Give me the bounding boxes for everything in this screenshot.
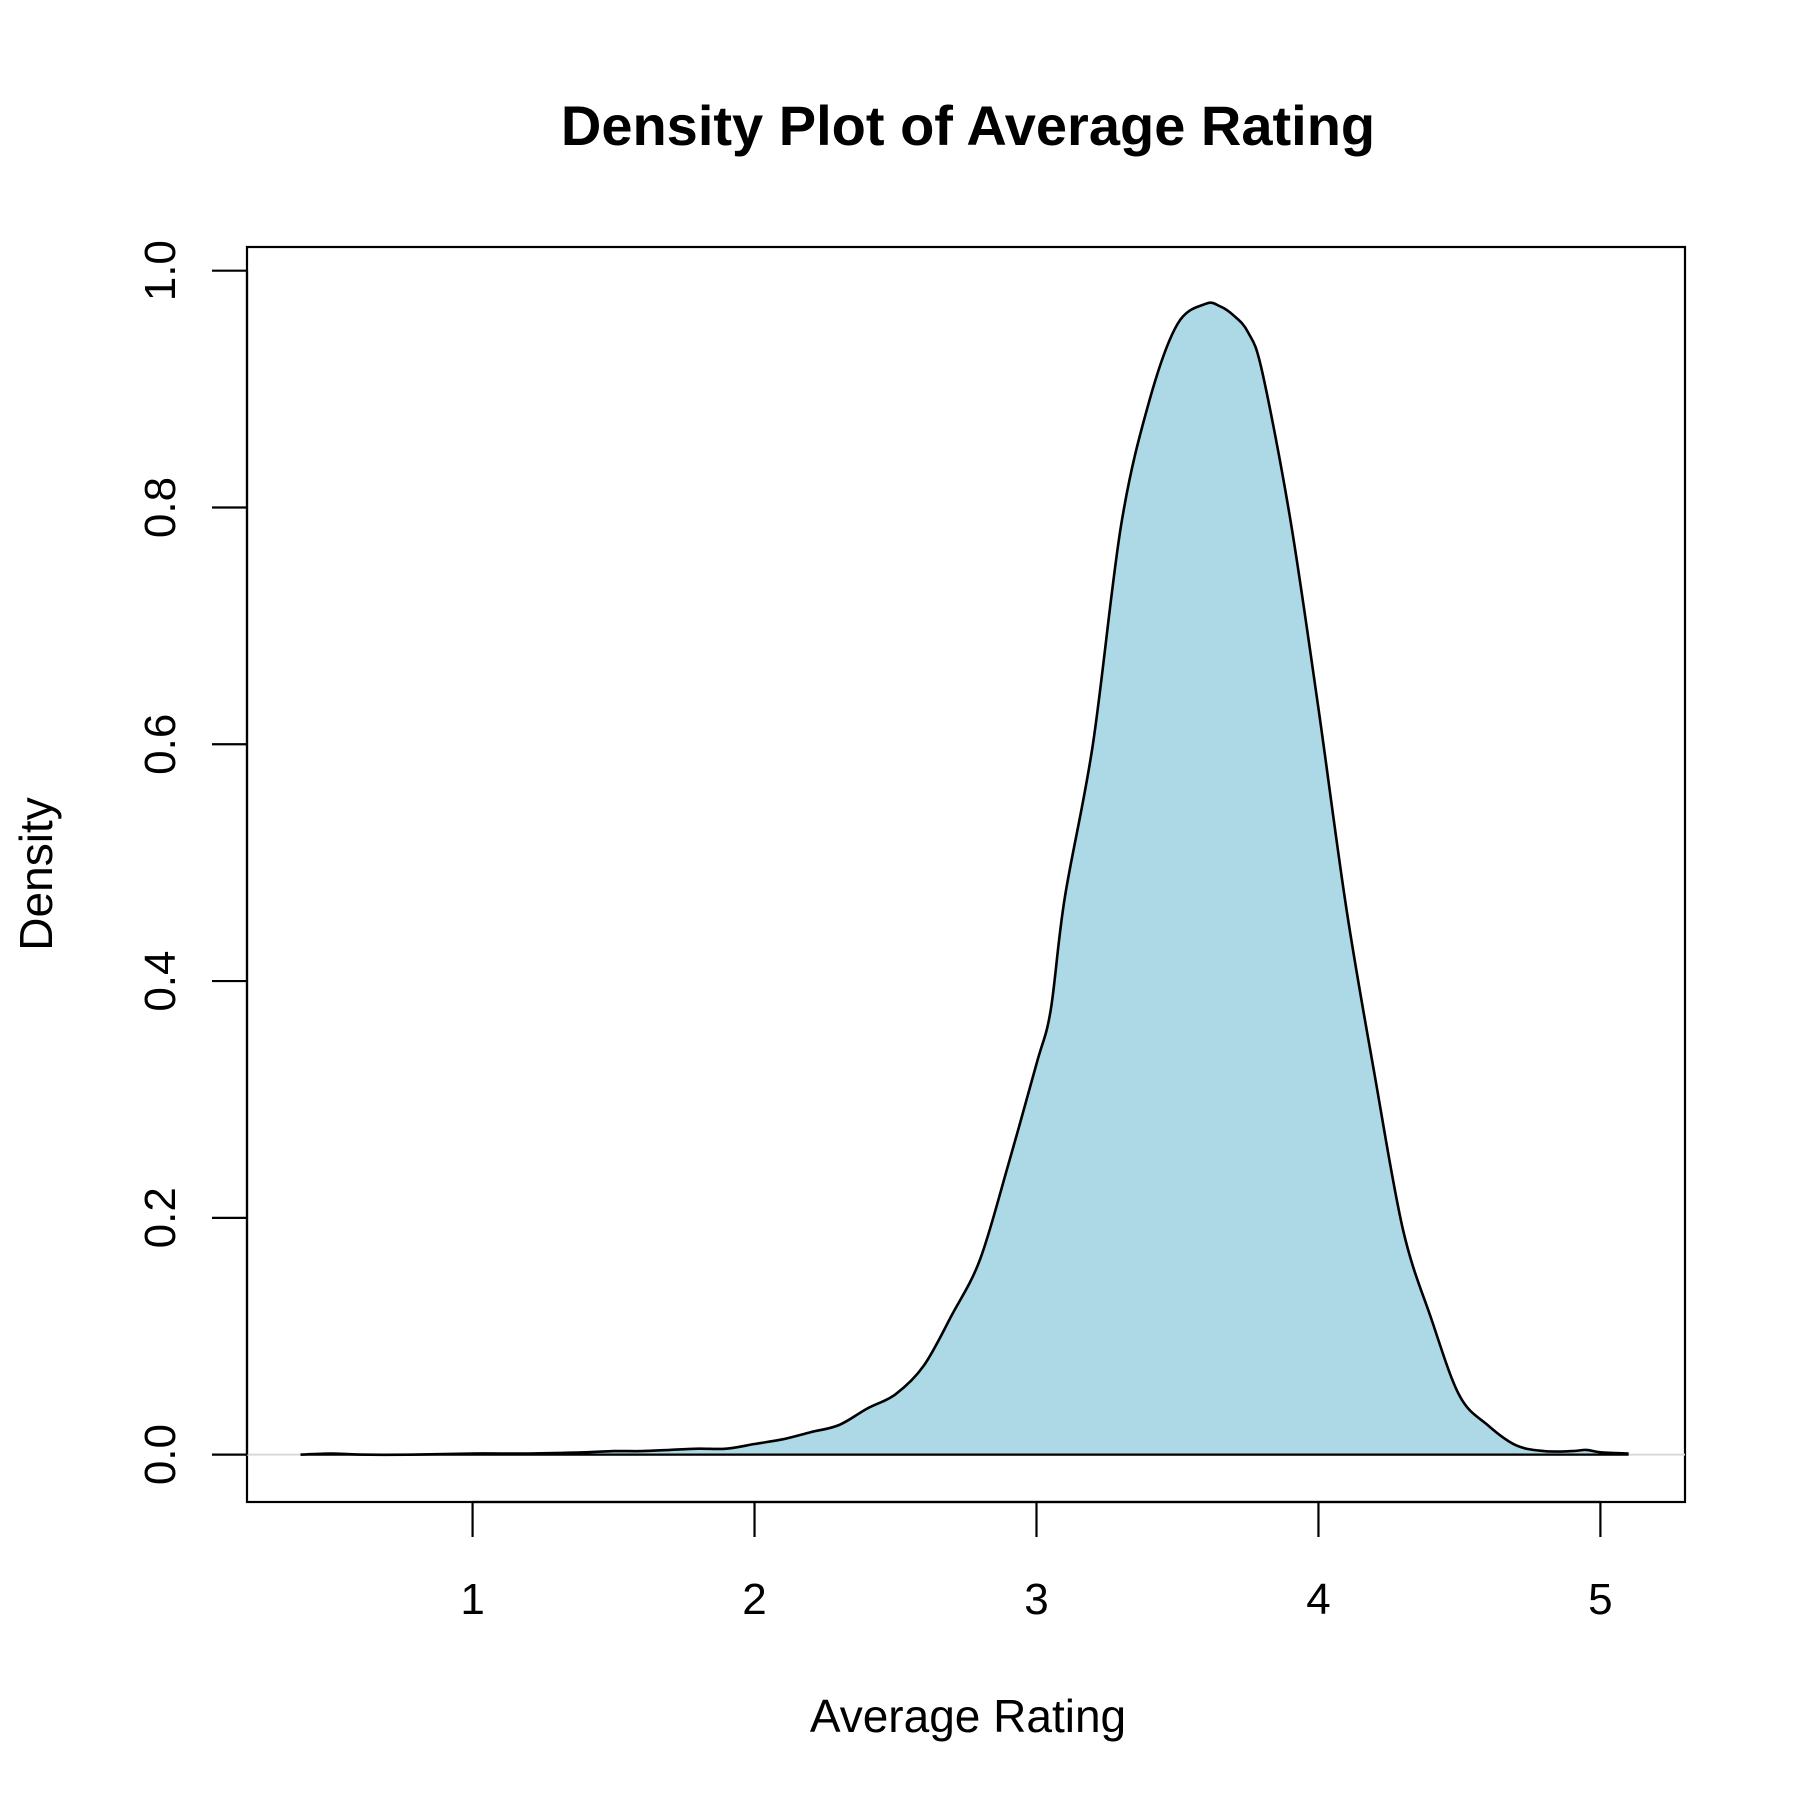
x-tick-label: 2 bbox=[742, 1575, 766, 1624]
x-tick-label: 5 bbox=[1588, 1575, 1612, 1624]
density-area bbox=[300, 302, 1629, 1455]
x-axis: 1 2 3 4 5 bbox=[460, 1500, 1613, 1624]
y-tick-label: 0.8 bbox=[136, 477, 185, 538]
density-curve bbox=[300, 301, 1629, 1457]
y-tick-label: 0.0 bbox=[136, 1424, 185, 1485]
plot-area bbox=[247, 301, 1685, 1457]
x-axis-label: Average Rating bbox=[810, 1690, 1126, 1742]
y-tick-label: 0.4 bbox=[136, 951, 185, 1012]
y-tick-label: 0.6 bbox=[136, 714, 185, 775]
y-axis-label: Density bbox=[10, 797, 62, 950]
y-tick-label: 1.0 bbox=[136, 240, 185, 301]
x-tick-label: 4 bbox=[1306, 1575, 1330, 1624]
y-tick-label: 0.2 bbox=[136, 1187, 185, 1248]
x-tick-label: 3 bbox=[1024, 1575, 1048, 1624]
chart-title: Density Plot of Average Rating bbox=[561, 94, 1375, 157]
x-tick-label: 1 bbox=[460, 1575, 484, 1624]
y-axis: 0.0 0.2 0.4 0.6 0.8 1.0 bbox=[136, 240, 249, 1485]
